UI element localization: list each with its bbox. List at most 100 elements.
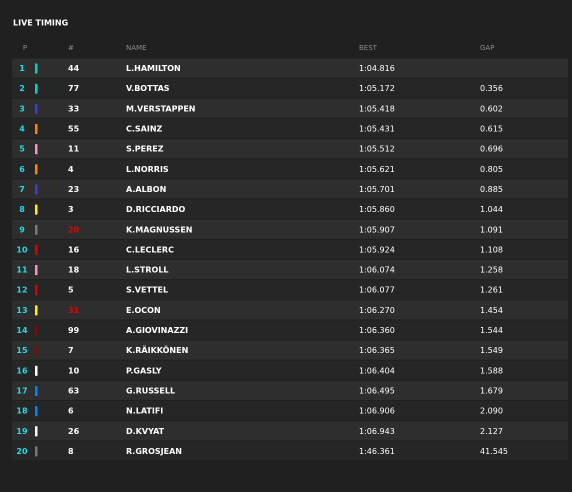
gap: 1.454: [480, 306, 503, 315]
car-number: 5: [68, 286, 74, 295]
row-background: [12, 98, 568, 118]
row-background: [12, 179, 568, 199]
position: 6: [19, 165, 25, 174]
team-color: [35, 385, 38, 396]
position: 13: [16, 306, 27, 315]
column-header: BEST: [359, 44, 378, 52]
team-color: [35, 244, 38, 255]
row-background: [12, 139, 568, 159]
position: 20: [16, 447, 28, 456]
car-number: 33: [68, 104, 79, 113]
best-lap: 1:06.943: [359, 427, 395, 436]
gap: 0.615: [480, 125, 503, 134]
position: 17: [16, 386, 27, 395]
driver-name: A.GIOVINAZZI: [126, 326, 188, 335]
driver-name: S.VETTEL: [126, 286, 168, 295]
row-background: [12, 260, 568, 280]
team-color: [35, 83, 38, 94]
team-color: [35, 103, 38, 114]
team-color: [35, 345, 38, 356]
car-number: 6: [68, 407, 74, 416]
gap: 2.127: [480, 427, 503, 436]
car-number: 23: [68, 185, 79, 194]
best-lap: 1:06.404: [359, 366, 395, 375]
car-number: 8: [68, 447, 74, 456]
gap: 1.091: [480, 225, 503, 234]
best-lap: 1:06.360: [359, 326, 395, 335]
team-color: [35, 426, 38, 437]
row-background: [12, 421, 568, 441]
car-number: 3: [68, 205, 74, 214]
gap: 41.545: [480, 447, 508, 456]
position: 1: [19, 64, 25, 73]
best-lap: 1:06.270: [359, 306, 395, 315]
position: 11: [16, 266, 28, 275]
driver-name: P.GASLY: [126, 366, 162, 375]
driver-name: L.STROLL: [126, 266, 169, 275]
car-number: 31: [68, 306, 80, 315]
driver-name: D.RICCIARDO: [126, 205, 186, 214]
driver-name: K.MAGNUSSEN: [126, 225, 192, 234]
row-background: [12, 320, 568, 340]
position: 10: [16, 245, 28, 254]
position: 3: [19, 104, 25, 113]
car-number: 20: [68, 225, 80, 234]
gap: 1.261: [480, 286, 503, 295]
row-background: [12, 118, 568, 139]
driver-name: L.HAMILTON: [126, 64, 181, 73]
row-background: [12, 78, 568, 98]
best-lap: 1:05.418: [359, 104, 395, 113]
team-color: [35, 406, 38, 417]
team-color: [35, 144, 38, 155]
team-color: [35, 124, 38, 135]
driver-name: M.VERSTAPPEN: [126, 104, 196, 113]
gap: 2.090: [480, 407, 503, 416]
position: 18: [16, 407, 28, 416]
best-lap: 1:06.495: [359, 386, 395, 395]
row-background: [12, 159, 568, 179]
driver-name: C.LECLERC: [126, 245, 174, 254]
car-number: 99: [68, 326, 80, 335]
gap: 1.679: [480, 386, 503, 395]
car-number: 44: [68, 64, 80, 73]
position: 12: [16, 286, 27, 295]
position: 2: [19, 84, 25, 93]
driver-name: C.SAINZ: [126, 125, 163, 134]
driver-name: E.OCON: [126, 306, 161, 315]
best-lap: 1:04.816: [359, 64, 395, 73]
car-number: 77: [68, 84, 79, 93]
row-background: [12, 58, 568, 78]
team-color: [35, 265, 38, 276]
gap: 1.549: [480, 346, 503, 355]
column-header: GAP: [480, 44, 494, 52]
team-color: [35, 184, 38, 195]
team-color: [35, 164, 38, 175]
driver-name: L.NORRIS: [126, 165, 169, 174]
gap: 0.885: [480, 185, 503, 194]
best-lap: 1:06.077: [359, 286, 395, 295]
gap: 1.044: [480, 205, 503, 214]
row-background: [12, 401, 568, 421]
best-lap: 1:05.924: [359, 245, 395, 254]
row-background: [12, 380, 568, 401]
position: 15: [16, 346, 28, 355]
driver-name: K.RÄIKKÖNEN: [126, 345, 188, 355]
row-background: [12, 239, 568, 259]
best-lap: 1:05.907: [359, 225, 395, 234]
team-color: [35, 224, 38, 235]
row-background: [12, 280, 568, 300]
team-color: [35, 204, 38, 215]
position: 19: [16, 427, 28, 436]
gap: 1.588: [480, 366, 503, 375]
team-color: [35, 285, 38, 296]
team-color: [35, 446, 38, 457]
best-lap: 1:06.365: [359, 346, 395, 355]
best-lap: 1:05.172: [359, 84, 395, 93]
team-color: [35, 305, 38, 316]
gap: 1.544: [480, 326, 503, 335]
team-color: [35, 325, 38, 336]
car-number: 18: [68, 266, 80, 275]
gap: 0.696: [480, 145, 503, 154]
car-number: 16: [68, 245, 80, 254]
